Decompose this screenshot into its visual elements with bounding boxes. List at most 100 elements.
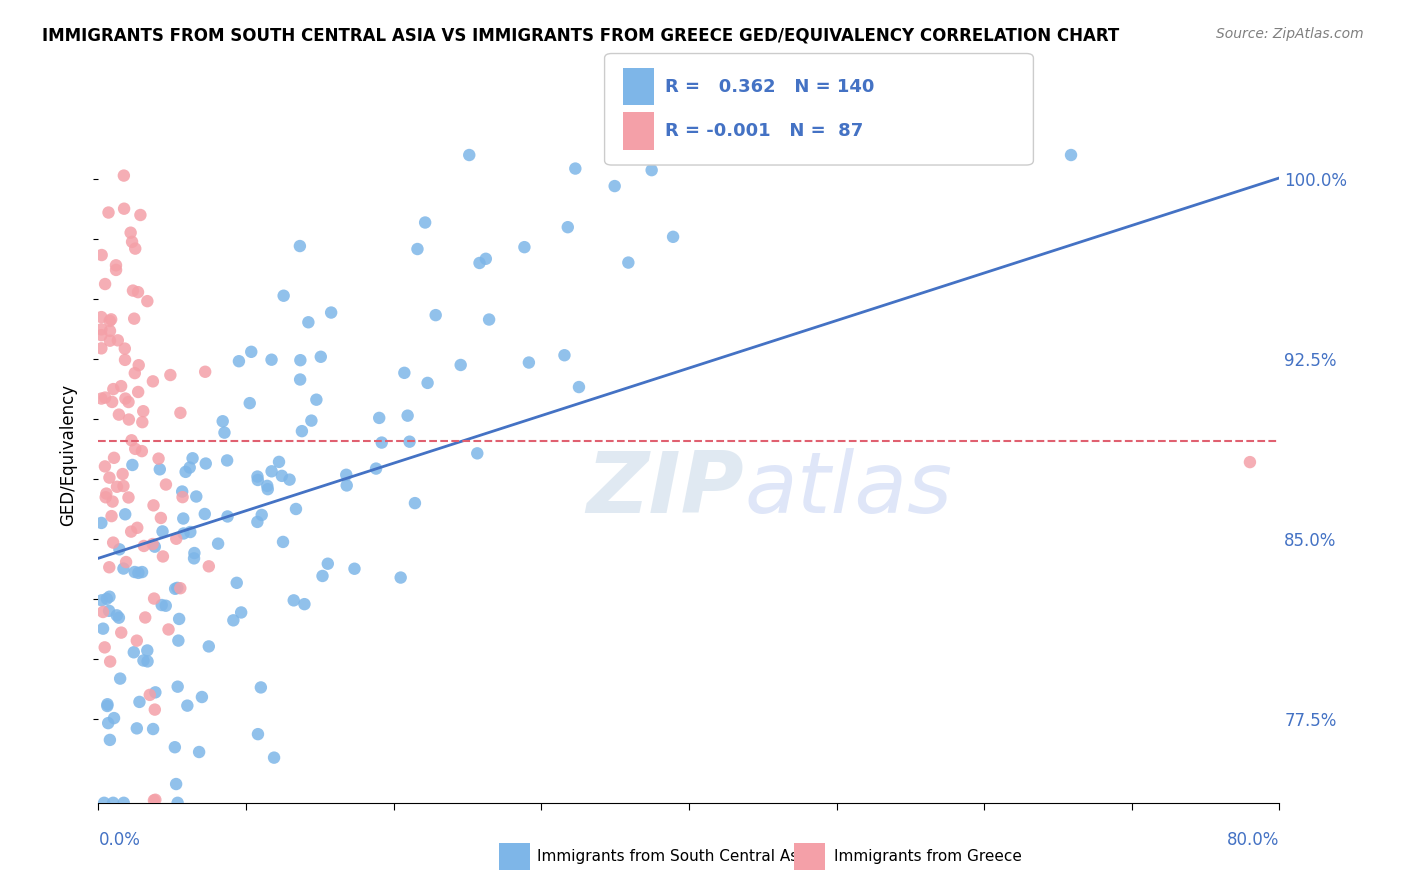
Point	[183, 551, 205, 566]
Point	[93, 796, 115, 810]
Point	[172, 490, 194, 504]
Point	[125, 633, 148, 648]
Point	[132, 539, 155, 553]
Point	[239, 396, 262, 410]
Point	[246, 469, 269, 483]
Point	[121, 458, 143, 472]
Point	[90, 516, 112, 530]
Point	[94, 391, 117, 405]
Point	[103, 382, 125, 396]
Point	[91, 622, 114, 636]
Point	[159, 368, 181, 382]
Point	[124, 565, 146, 579]
Point	[97, 205, 120, 219]
Point	[458, 148, 481, 162]
Point	[150, 598, 173, 612]
Point	[766, 148, 789, 162]
Text: 80.0%: 80.0%	[1227, 830, 1279, 848]
Text: R =   0.362   N = 140: R = 0.362 N = 140	[665, 78, 875, 95]
Point	[124, 442, 146, 456]
Point	[662, 230, 685, 244]
Point	[157, 623, 180, 637]
Point	[155, 599, 177, 613]
Point	[335, 467, 357, 482]
Point	[652, 151, 675, 165]
Point	[143, 703, 166, 717]
Point	[90, 322, 112, 336]
Point	[118, 412, 141, 426]
Point	[129, 208, 152, 222]
Point	[127, 566, 149, 580]
Point	[94, 490, 117, 504]
Point	[231, 606, 253, 620]
Point	[101, 494, 124, 508]
Point	[122, 645, 145, 659]
Point	[98, 470, 121, 484]
Point	[194, 365, 217, 379]
Point	[568, 380, 591, 394]
Point	[122, 284, 145, 298]
Point	[183, 546, 205, 560]
Point	[475, 252, 498, 266]
Point	[425, 308, 447, 322]
Point	[131, 565, 153, 579]
Point	[112, 169, 135, 183]
Point	[167, 633, 190, 648]
Point	[136, 643, 159, 657]
Point	[198, 640, 221, 654]
Point	[617, 255, 640, 269]
Point	[924, 148, 946, 162]
Point	[250, 508, 273, 522]
Point	[136, 294, 159, 309]
Point	[125, 722, 148, 736]
Point	[94, 459, 117, 474]
Point	[132, 653, 155, 667]
Point	[142, 722, 165, 736]
Point	[124, 242, 146, 256]
Point	[297, 315, 319, 329]
Point	[343, 562, 366, 576]
Point	[278, 473, 301, 487]
Point	[90, 392, 112, 406]
Point	[198, 559, 221, 574]
Point	[222, 613, 245, 627]
Point	[142, 375, 165, 389]
Point	[111, 467, 134, 481]
Point	[169, 406, 191, 420]
Point	[108, 672, 131, 686]
Text: R = -0.001   N =  87: R = -0.001 N = 87	[665, 122, 863, 140]
Point	[139, 688, 162, 702]
Point	[121, 235, 143, 249]
Point	[294, 597, 316, 611]
Point	[112, 796, 135, 810]
Point	[263, 750, 285, 764]
Point	[120, 226, 142, 240]
Point	[640, 163, 662, 178]
Point	[90, 342, 112, 356]
Point	[128, 358, 150, 372]
Point	[517, 355, 540, 369]
Point	[152, 549, 174, 564]
Point	[98, 655, 121, 669]
Point	[416, 376, 439, 390]
Point	[108, 408, 131, 422]
Point	[260, 352, 283, 367]
Point	[101, 395, 124, 409]
Point	[90, 310, 112, 325]
Point	[127, 521, 149, 535]
Point	[250, 681, 273, 695]
Point	[468, 256, 491, 270]
Point	[98, 560, 121, 574]
Point	[114, 342, 136, 356]
Point	[93, 640, 115, 655]
Point	[285, 502, 308, 516]
Point	[364, 461, 387, 475]
Point	[107, 334, 129, 348]
Text: Source: ZipAtlas.com: Source: ZipAtlas.com	[1216, 27, 1364, 41]
Point	[90, 248, 112, 262]
Point	[557, 220, 579, 235]
Point	[389, 570, 412, 584]
Point	[603, 179, 626, 194]
Point	[94, 277, 117, 291]
Point	[117, 491, 139, 505]
